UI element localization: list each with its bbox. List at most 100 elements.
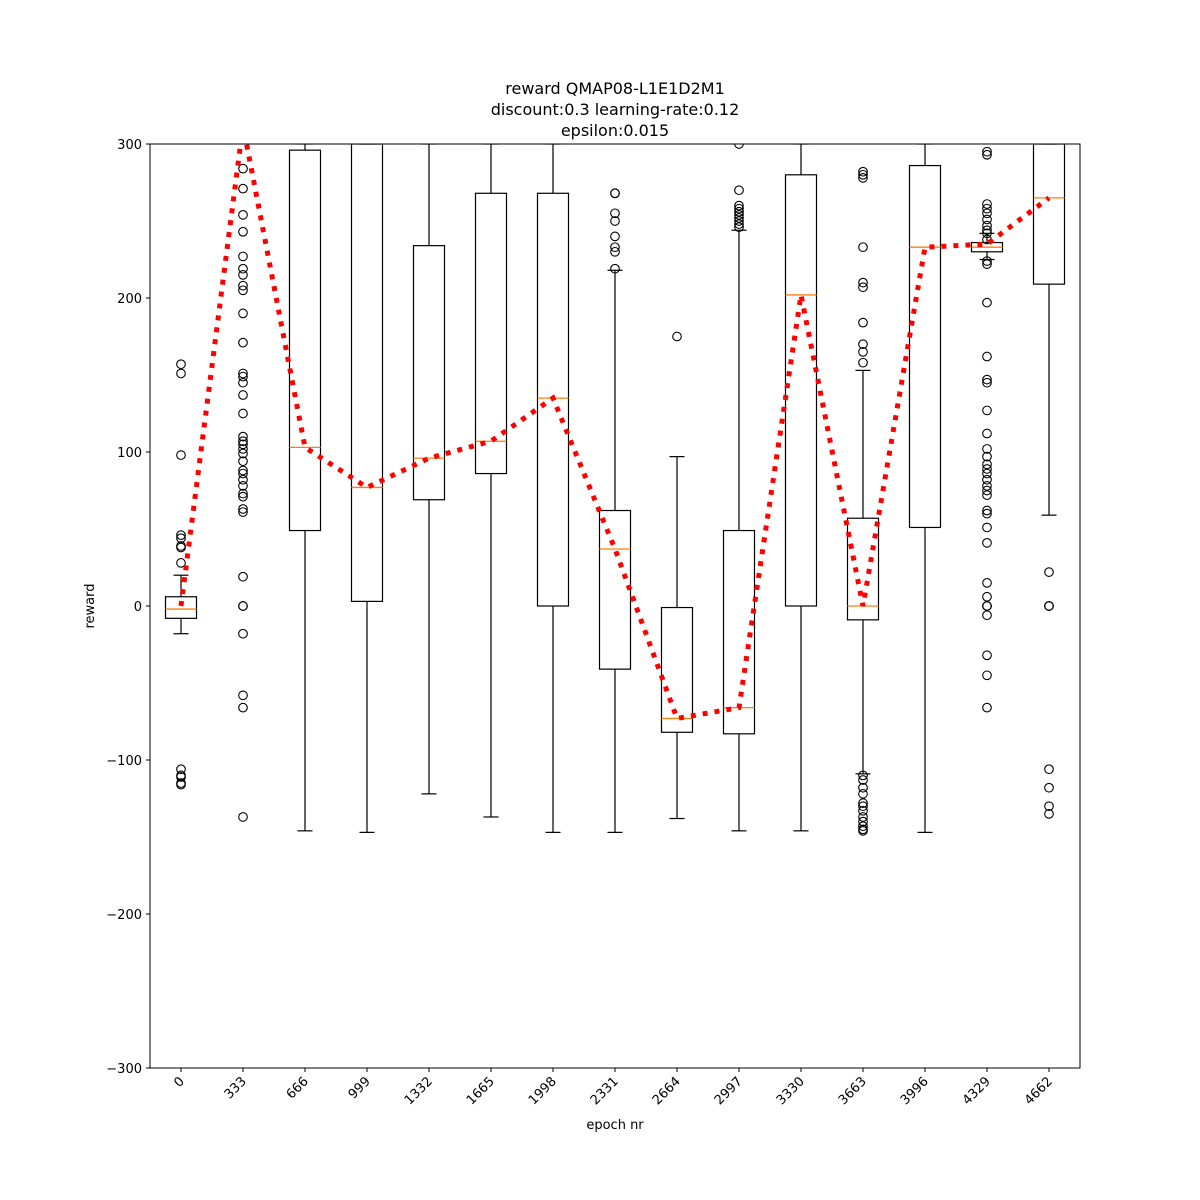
outlier-point bbox=[982, 451, 992, 462]
x-tick-label: 3330 bbox=[774, 1074, 808, 1108]
outlier-point bbox=[858, 775, 868, 785]
box-body bbox=[536, 192, 570, 607]
y-tick-label: 300 bbox=[117, 138, 142, 153]
outlier-point bbox=[858, 812, 868, 822]
outlier-point bbox=[238, 431, 248, 442]
box-2664 bbox=[660, 331, 694, 820]
box-666 bbox=[288, 144, 322, 832]
box-3663 bbox=[846, 166, 880, 836]
outlier-point bbox=[610, 242, 620, 253]
outlier-point bbox=[982, 485, 992, 496]
outlier-point bbox=[858, 825, 868, 836]
box-body bbox=[412, 245, 446, 501]
outlier-point bbox=[858, 770, 868, 781]
outlier-point bbox=[610, 246, 620, 257]
outlier-point bbox=[1044, 809, 1054, 819]
x-tick-label: 3996 bbox=[898, 1074, 932, 1108]
outlier-point bbox=[672, 331, 682, 342]
outlier-point bbox=[858, 339, 868, 350]
outlier-point bbox=[238, 368, 248, 379]
outlier-point bbox=[982, 464, 992, 474]
x-tick-label: 4329 bbox=[960, 1074, 994, 1108]
outlier-point bbox=[176, 359, 186, 370]
outlier-point bbox=[982, 377, 992, 388]
box-body bbox=[164, 596, 198, 619]
x-tick-label: 1998 bbox=[526, 1074, 560, 1108]
y-tick-label: 0 bbox=[134, 600, 142, 615]
outlier-point bbox=[238, 280, 248, 291]
outlier-point bbox=[858, 782, 868, 793]
outlier-point bbox=[982, 591, 992, 602]
outlier-point bbox=[858, 789, 868, 799]
outlier-point bbox=[982, 208, 992, 219]
outlier-point bbox=[176, 368, 186, 379]
outlier-point bbox=[734, 203, 744, 214]
outlier-point bbox=[1044, 567, 1054, 577]
x-tick-label: 666 bbox=[284, 1074, 312, 1102]
box-333 bbox=[238, 163, 248, 822]
box-body bbox=[1032, 144, 1066, 285]
outlier-point bbox=[858, 166, 868, 177]
outlier-point bbox=[238, 270, 248, 280]
outlier-point bbox=[982, 228, 992, 239]
box-body bbox=[722, 529, 756, 735]
outlier-point bbox=[858, 821, 868, 832]
title-line-1: reward QMAP08-L1E1D2M1 bbox=[505, 79, 725, 98]
outlier-point bbox=[982, 610, 992, 621]
outlier-point bbox=[734, 206, 744, 217]
outlier-point bbox=[982, 468, 992, 479]
outlier-point bbox=[238, 488, 248, 499]
box-2997 bbox=[722, 144, 756, 832]
outlier-point bbox=[610, 208, 620, 219]
x-tick-label: 2331 bbox=[588, 1074, 622, 1108]
outlier-point bbox=[1044, 801, 1054, 812]
outlier-point bbox=[734, 216, 744, 226]
outlier-point bbox=[238, 690, 248, 701]
outlier-point bbox=[982, 214, 992, 225]
x-tick-label: 1665 bbox=[464, 1074, 498, 1108]
box-999 bbox=[350, 144, 384, 833]
outlier-point bbox=[176, 772, 186, 782]
chart-title: reward QMAP08-L1E1D2M1 discount:0.3 lear… bbox=[491, 79, 740, 140]
outlier-point bbox=[982, 351, 992, 362]
x-tick-label: 4662 bbox=[1022, 1074, 1056, 1108]
outlier-point bbox=[238, 481, 248, 491]
x-tick-label: 2997 bbox=[712, 1074, 746, 1108]
y-tick-label: 200 bbox=[117, 292, 142, 307]
box-4329 bbox=[970, 146, 1004, 713]
outlier-point bbox=[238, 571, 248, 582]
outlier-point bbox=[238, 377, 248, 388]
outlier-point bbox=[982, 670, 992, 681]
outlier-point bbox=[238, 183, 248, 194]
outlier-point bbox=[238, 456, 248, 467]
box-body bbox=[846, 517, 880, 621]
outlier-point bbox=[858, 816, 868, 827]
outlier-point bbox=[1044, 764, 1054, 775]
outlier-point bbox=[176, 779, 186, 790]
outlier-point bbox=[982, 505, 992, 516]
outlier-point bbox=[858, 798, 868, 808]
outlier-point bbox=[238, 448, 248, 459]
box-3996 bbox=[908, 144, 942, 833]
outlier-point bbox=[238, 439, 248, 450]
outlier-point bbox=[982, 405, 992, 416]
outlier-point bbox=[610, 188, 620, 199]
outlier-point bbox=[982, 428, 992, 439]
box-0 bbox=[164, 359, 198, 790]
y-tick-label: −200 bbox=[106, 908, 142, 923]
plot-area bbox=[164, 144, 1066, 836]
y-axis-label: reward bbox=[83, 583, 98, 628]
outlier-point bbox=[982, 146, 992, 157]
box-body bbox=[908, 164, 942, 529]
outlier-point bbox=[982, 374, 992, 385]
outlier-point bbox=[176, 450, 186, 460]
x-tick-label: 333 bbox=[222, 1074, 250, 1102]
outlier-point bbox=[982, 225, 992, 236]
x-tick-label: 999 bbox=[346, 1074, 374, 1102]
outlier-point bbox=[238, 308, 248, 319]
outlier-point bbox=[176, 530, 186, 541]
outlier-point bbox=[238, 436, 248, 447]
outlier-point bbox=[982, 220, 992, 231]
y-tick-label: 100 bbox=[117, 446, 142, 461]
